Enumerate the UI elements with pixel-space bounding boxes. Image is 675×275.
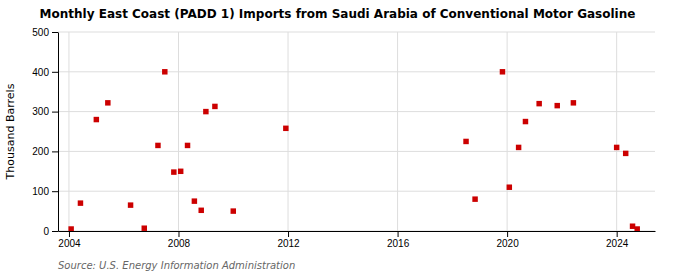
point [523, 119, 528, 124]
plot: 2004 2008 2012 2016 2020 2024 0 100 200 300 400 500 [32, 27, 655, 249]
title: Monthly East Coast (PADD 1) Imports from… [40, 7, 636, 21]
grid-line [397, 32, 398, 231]
tick: 0 [43, 226, 58, 237]
point [536, 101, 541, 106]
point [198, 208, 203, 213]
annotation: Source: U.S. Energy Information Administ… [58, 260, 295, 271]
tick: 2020 [496, 231, 519, 249]
tick-mark [69, 231, 70, 237]
tick: 2012 [277, 231, 300, 249]
grid-line [58, 32, 655, 33]
tick-mark [52, 151, 58, 152]
tick: 2024 [606, 231, 629, 249]
point [231, 208, 236, 213]
point [500, 69, 505, 74]
tick: 100 [32, 186, 58, 197]
y-axis-title: Thousand Barrels [4, 83, 17, 180]
grid-line [616, 32, 617, 231]
x-axis: 2004 2008 2012 2016 2020 2024 [58, 231, 655, 249]
point [128, 202, 133, 207]
tick-label: 2008 [168, 238, 191, 249]
y-axis: 0 100 200 300 400 500 [32, 27, 58, 237]
grid-line [507, 32, 508, 231]
point [162, 69, 167, 74]
tick-label: 2020 [496, 238, 519, 249]
chart: Monthly East Coast (PADD 1) Imports from… [0, 0, 675, 275]
tick: 400 [32, 67, 58, 78]
tick-mark [288, 231, 289, 237]
tick-label: 0 [43, 226, 49, 237]
point [507, 184, 512, 189]
grid [58, 32, 655, 231]
grid-line [58, 111, 655, 112]
grid-line [58, 71, 655, 72]
tick: 500 [32, 27, 58, 38]
tick-label: 2004 [58, 238, 81, 249]
tick-mark [178, 231, 179, 237]
tick-label: 2016 [387, 238, 410, 249]
point [212, 104, 217, 109]
point [78, 200, 83, 205]
point [155, 143, 160, 148]
point [634, 226, 639, 231]
point [554, 103, 559, 108]
tick-mark [52, 191, 58, 192]
axis-line [59, 231, 656, 232]
point [623, 151, 628, 156]
point [68, 226, 73, 231]
grid-line [178, 32, 179, 231]
tick-label: 2024 [606, 238, 629, 249]
grid-line [58, 231, 655, 232]
tick-label: 400 [32, 67, 49, 78]
point [516, 145, 521, 150]
tick-mark [617, 231, 618, 237]
tick-mark [507, 231, 508, 237]
point [185, 143, 190, 148]
point [630, 223, 635, 228]
point [203, 109, 208, 114]
tick: 200 [32, 146, 58, 157]
tick-label: 500 [32, 27, 49, 38]
points [68, 69, 640, 231]
tick-label: 300 [32, 106, 49, 117]
point [94, 117, 99, 122]
point [472, 196, 477, 201]
point [283, 126, 288, 131]
tick-label: 200 [32, 146, 49, 157]
point [178, 169, 183, 174]
tick-mark [52, 112, 58, 113]
point [463, 139, 468, 144]
tick: 2016 [387, 231, 410, 249]
tick-mark [52, 72, 58, 73]
point [171, 169, 176, 174]
point [571, 100, 576, 105]
tick-mark [52, 231, 58, 232]
axis-line [58, 33, 59, 232]
tick-label: 2012 [277, 238, 300, 249]
grid-line [58, 191, 655, 192]
tick: 2004 [58, 231, 81, 249]
grid-line [288, 32, 289, 231]
tick: 300 [32, 106, 58, 117]
tick-label: 100 [32, 186, 49, 197]
tick: 2008 [168, 231, 191, 249]
tick-mark [398, 231, 399, 237]
point [142, 225, 147, 230]
grid-line [68, 32, 69, 231]
tick-mark [52, 32, 58, 33]
point [192, 198, 197, 203]
point [105, 100, 110, 105]
grid-line [58, 151, 655, 152]
point [614, 145, 619, 150]
